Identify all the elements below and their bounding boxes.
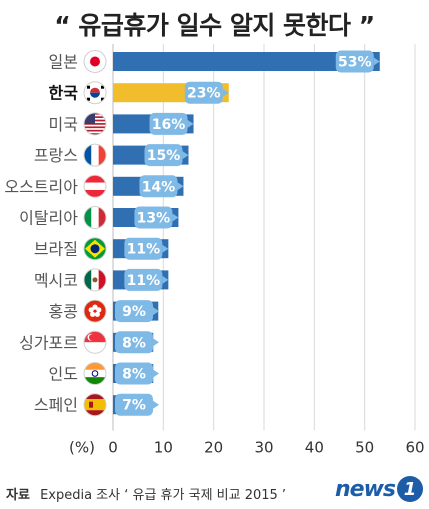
value-label-box [124,237,163,260]
news1-logo: news 1 [335,476,423,502]
value-label-box [134,206,173,229]
value-label: 8% [122,367,146,383]
x-tick-label: 10 [154,438,173,456]
category-label: 이탈리아 [19,209,78,228]
value-label: 23% [187,86,221,102]
value-label-pointer [162,275,169,284]
logo-text: news [334,476,396,502]
value-label-pointer [162,244,169,253]
value-label: 9% [122,304,146,320]
value-label-pointer [222,88,229,97]
category-label: 오스트리아 [4,177,78,196]
category-label: 스페인 [34,396,78,415]
value-label-pointer [373,57,380,66]
brazil-flag-icon [83,237,107,261]
value-label-pointer [153,369,159,378]
value-label-pointer [187,119,194,128]
value-label: 13% [137,211,171,227]
bar-row: 프랑스 15% [34,143,189,167]
value-label: 14% [142,179,176,195]
value-label-box [115,331,153,354]
x-tick-label: 0 [108,438,118,456]
x-tick-label: 50 [355,438,374,456]
value-label-box [139,175,178,198]
x-tick-label: 20 [204,438,223,456]
bar-row: 인도 8% [49,362,159,385]
category-label: 인도 [49,365,78,384]
source-note: 자료 Expedia 조사 ‘ 유급 휴가 국제 비교 2015 ’ [6,484,286,503]
x-axis-unit-label: (%) [69,438,95,456]
bar-row: 브라질 11% [34,237,169,261]
value-label-pointer [153,338,159,347]
usa-flag-icon [83,112,107,136]
value-label-box [184,81,223,104]
category-label: 브라질 [34,240,78,259]
value-label-box [124,268,163,291]
korea-flag-icon [83,81,107,105]
bar-row: 오스트리아 14% [4,174,184,198]
category-label: 멕시코 [34,271,78,290]
value-label: 11% [127,273,161,289]
bar-row: 미국 16% [49,112,194,136]
bar-row: 싱가포르 8% [19,330,159,354]
value-label-pointer [182,151,189,160]
value-label-pointer [172,213,179,222]
category-label: 프랑스 [34,146,78,165]
category-label: 미국 [49,115,78,134]
france-flag-icon [83,143,107,167]
logo-mark: 1 [397,476,423,502]
value-label-box [144,144,183,167]
spain-flag-icon [83,393,107,417]
value-label-box [149,112,188,135]
japan-flag-icon [83,50,107,73]
category-label: 한국 [49,84,79,103]
value-label-box [335,50,374,73]
bar-row: 이탈리아 13% [19,206,179,229]
singapore-flag-icon [83,330,107,354]
bar-row: 멕시코 11% [34,268,169,292]
value-label-box [115,393,153,416]
italy-flag-icon [83,206,107,229]
value-label: 7% [122,398,146,414]
value-label-box [115,300,153,323]
mexico-flag-icon [83,268,107,292]
bar-row: 스페인 7% [34,393,159,417]
value-label-pointer [177,182,184,191]
x-tick-label: 30 [254,438,273,456]
bar [113,52,380,71]
x-tick-label: 60 [405,438,424,456]
value-label: 16% [152,117,186,133]
value-label: 8% [122,335,146,351]
chart-title: “ 유급휴가 일수 알지 못한다 ” [54,11,375,40]
value-label: 53% [338,55,372,71]
bar-row: 한국 23% [49,81,229,105]
source-label: 자료 [6,488,30,503]
value-label-pointer [153,307,159,316]
bar-row: 홍콩 9% [49,299,159,323]
source-text: Expedia 조사 ‘ 유급 휴가 국제 비교 2015 ’ [40,488,287,503]
category-label: 싱가포르 [19,333,78,352]
hongkong-flag-icon [83,299,107,323]
india-flag-icon [83,362,107,385]
austria-flag-icon [83,174,107,198]
value-label: 11% [127,242,161,258]
category-label: 홍콩 [49,302,78,321]
category-label: 일본 [49,53,78,72]
value-label-box [115,362,153,385]
bar-row: 일본 53% [49,50,380,73]
x-tick-label: 40 [305,438,324,456]
value-label: 15% [147,148,181,164]
value-label-pointer [153,400,159,409]
